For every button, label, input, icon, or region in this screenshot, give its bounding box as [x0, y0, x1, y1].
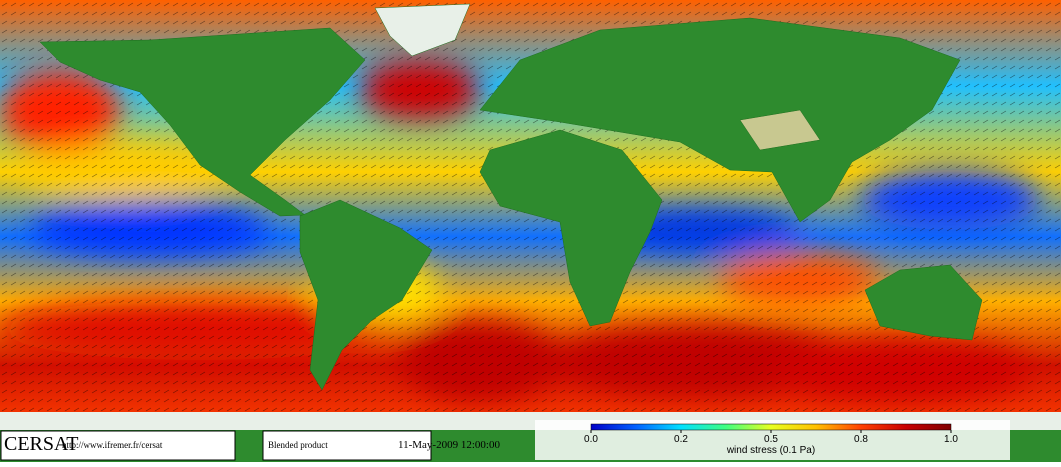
info-box	[262, 430, 432, 461]
product: Blended product	[268, 440, 328, 450]
colorbar-tick-label: 1.0	[944, 434, 958, 445]
colorbar	[590, 423, 952, 431]
url: http://www.ifremer.fr/cersat	[62, 440, 163, 450]
date: 11-May-2009 12:00:00	[398, 439, 500, 451]
colorbar-tick-label: 0.2	[674, 434, 688, 445]
logo: CERSAT	[4, 433, 78, 455]
logo-box	[0, 430, 236, 461]
land	[0, 3, 1061, 430]
colorbar-tick-label: 0.5	[764, 434, 778, 445]
colorbar-label: wind stress (0.1 Pa)	[726, 445, 815, 456]
colorbar-tick-label: 0.8	[854, 434, 868, 445]
colorbar-tick-label: 0.0	[584, 434, 598, 445]
